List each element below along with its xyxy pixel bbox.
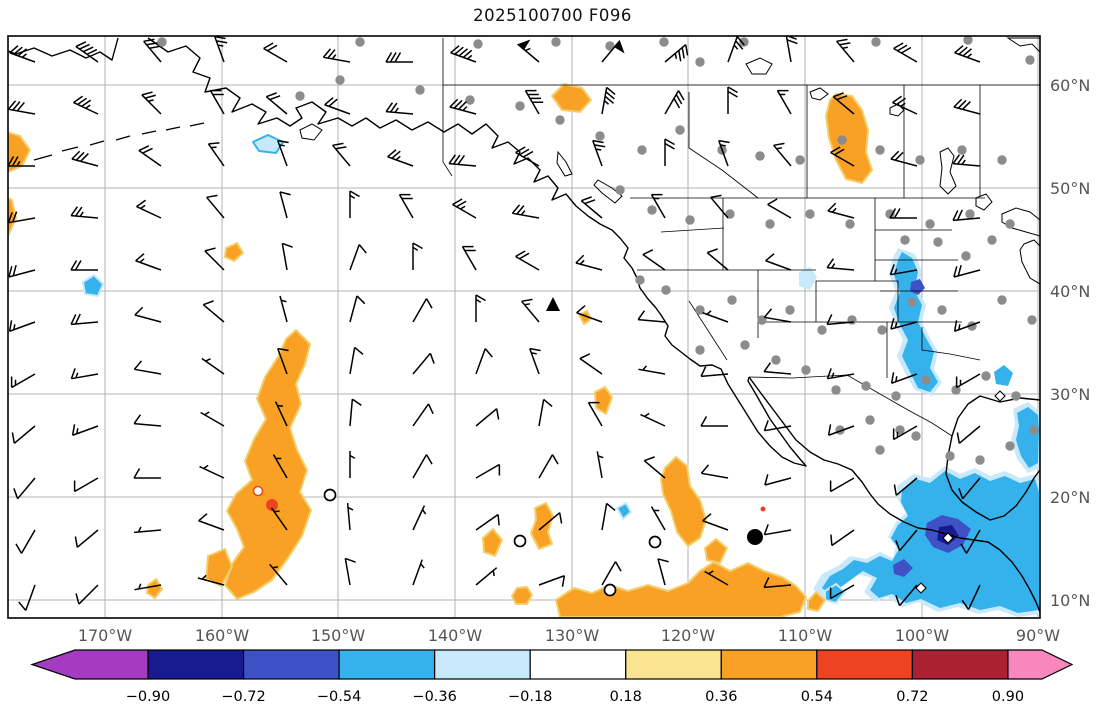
longitude-axis-labels: 170°W 160°W 150°W 140°W 130°W 120°W 110°W 100°W… [78,626,1060,645]
storm-markers [323,297,1006,597]
svg-text:−0.36: −0.36 [412,689,456,705]
wind-barbs [8,36,981,611]
svg-text:120°W: 120°W [661,626,716,645]
colorbar [30,649,1074,680]
chart-title: 2025100700 F096 [473,6,632,25]
svg-text:0.36: 0.36 [705,689,737,705]
map-frame [7,35,1041,619]
map-content [8,36,1040,618]
svg-text:100°W: 100°W [895,626,950,645]
svg-text:−0.18: −0.18 [508,689,552,705]
coastlines [8,37,1040,613]
latitude-axis-labels: 60°N 50°N 40°N 30°N 20°N 10°N [1050,76,1090,610]
svg-text:130°W: 130°W [545,626,600,645]
svg-text:150°W: 150°W [311,626,366,645]
svg-text:0.54: 0.54 [801,689,833,705]
political-borders [442,38,1040,437]
svg-text:−0.72: −0.72 [221,689,265,705]
svg-text:60°N: 60°N [1050,76,1090,95]
svg-text:140°W: 140°W [428,626,483,645]
svg-text:20°N: 20°N [1050,488,1090,507]
svg-text:170°W: 170°W [78,626,133,645]
svg-text:0.72: 0.72 [896,689,928,705]
station-dots [157,36,1039,465]
shaded-anomaly-regions [8,83,1040,618]
svg-text:0.18: 0.18 [610,689,642,705]
svg-text:0.90: 0.90 [992,689,1024,705]
svg-text:10°N: 10°N [1050,591,1090,610]
svg-text:50°N: 50°N [1050,179,1090,198]
svg-text:−0.90: −0.90 [126,689,170,705]
lakes-and-islands [299,37,1040,285]
svg-text:−0.54: −0.54 [317,689,361,705]
svg-text:30°N: 30°N [1050,385,1090,404]
svg-text:110°W: 110°W [778,626,833,645]
svg-text:160°W: 160°W [195,626,250,645]
svg-text:90°W: 90°W [1016,626,1060,645]
colorbar-tick-labels: −0.90 −0.72 −0.54 −0.36 −0.18 0.18 0.36 0.54 0.7… [126,689,1024,705]
svg-text:40°N: 40°N [1050,282,1090,301]
